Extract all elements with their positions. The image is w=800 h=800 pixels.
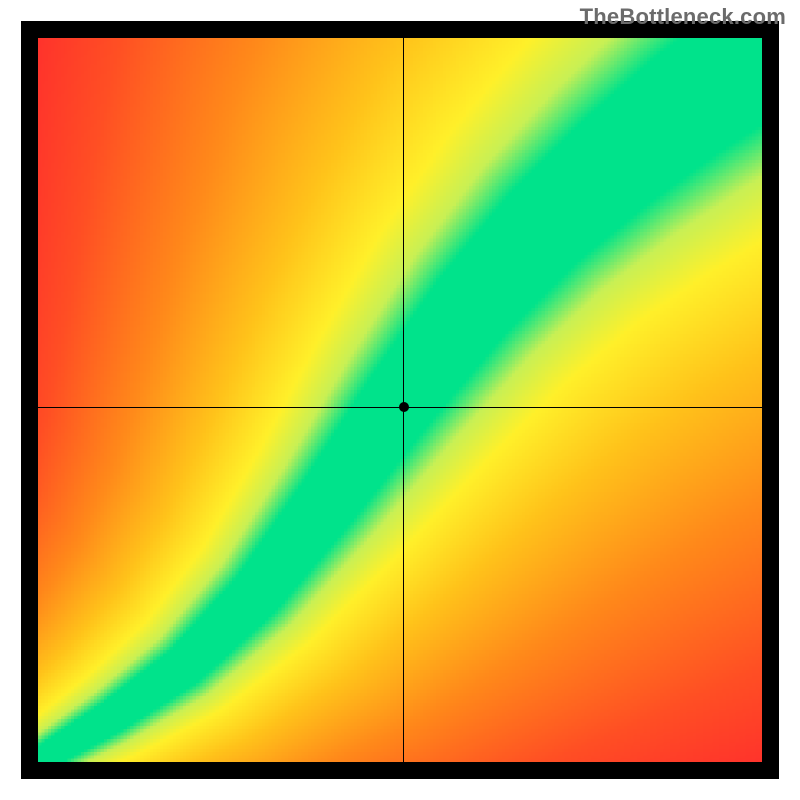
crosshair-vertical xyxy=(403,38,404,762)
crosshair-marker xyxy=(399,402,409,412)
watermark-text: TheBottleneck.com xyxy=(580,4,786,30)
heatmap-canvas xyxy=(38,38,762,762)
